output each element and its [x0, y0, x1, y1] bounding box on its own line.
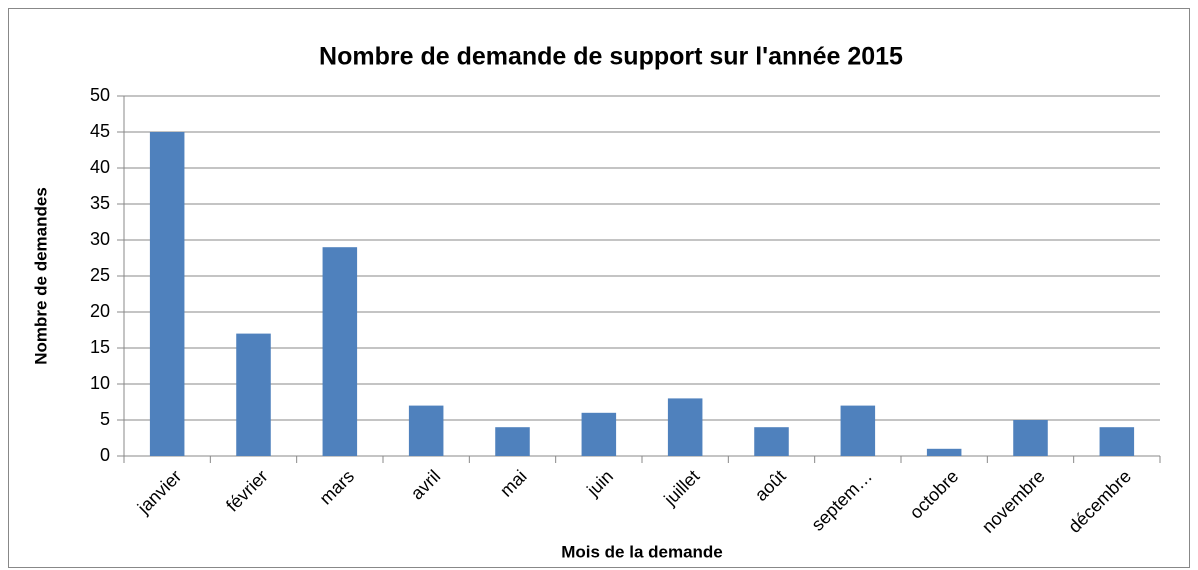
bar: [667, 398, 703, 456]
chart-border: [8, 8, 1190, 568]
y-tick-label: 5: [100, 409, 110, 429]
x-axis-title: Mois de la demande: [561, 542, 723, 561]
bar: [236, 333, 271, 456]
bar: [408, 405, 444, 456]
bar: [926, 448, 962, 456]
y-tick-label: 35: [90, 193, 110, 213]
y-tick-label: 25: [90, 265, 110, 285]
y-tick-label: 15: [90, 337, 110, 357]
bar: [495, 427, 530, 456]
y-tick-label: 50: [90, 85, 110, 105]
y-tick-label: 10: [90, 373, 110, 393]
y-tick-label: 20: [90, 301, 110, 321]
bar: [754, 427, 789, 456]
bar: [840, 405, 876, 456]
y-axis-title: Nombre de demandes: [31, 187, 50, 365]
y-tick-label: 40: [90, 157, 110, 177]
y-tick-label: 0: [100, 445, 110, 465]
chart-title: Nombre de demande de support sur l'année…: [319, 43, 903, 71]
bar: [1099, 427, 1135, 456]
bar: [581, 412, 617, 456]
bar: [1013, 420, 1048, 456]
y-tick-label: 45: [90, 121, 110, 141]
y-tick-label: 30: [90, 229, 110, 249]
bar: [149, 132, 185, 456]
bar: [322, 247, 358, 456]
